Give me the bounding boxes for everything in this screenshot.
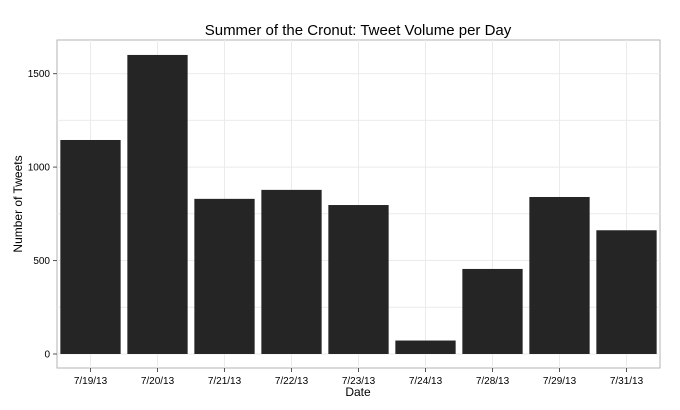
bar bbox=[60, 139, 121, 354]
x-axis-title: Date bbox=[345, 385, 371, 399]
x-tick-label: 7/23/13 bbox=[342, 376, 376, 387]
y-axis-title: Number of Tweets bbox=[11, 155, 25, 252]
bar bbox=[261, 189, 322, 354]
chart-title: Summer of the Cronut: Tweet Volume per D… bbox=[205, 22, 512, 39]
bar bbox=[127, 54, 188, 354]
x-tick-label: 7/29/13 bbox=[543, 376, 577, 387]
bar bbox=[194, 198, 255, 354]
x-tick-label: 7/28/13 bbox=[476, 376, 510, 387]
x-tick-label: 7/31/13 bbox=[610, 376, 644, 387]
x-tick-label: 7/22/13 bbox=[275, 376, 309, 387]
x-tick-label: 7/20/13 bbox=[141, 376, 175, 387]
bar bbox=[529, 196, 590, 354]
bar bbox=[395, 340, 456, 354]
y-tick-label: 1000 bbox=[28, 163, 51, 174]
y-tick-label: 0 bbox=[44, 349, 50, 360]
x-tick-label: 7/21/13 bbox=[208, 376, 242, 387]
bar bbox=[596, 230, 657, 354]
x-tick-label: 7/19/13 bbox=[74, 376, 108, 387]
x-tick-label: 7/24/13 bbox=[409, 376, 443, 387]
y-tick-label: 1500 bbox=[28, 69, 51, 80]
y-tick-label: 500 bbox=[33, 256, 50, 267]
bar bbox=[328, 205, 389, 354]
bar bbox=[462, 268, 523, 354]
y-axis: 0 500 1000 1500 bbox=[28, 69, 57, 360]
bars bbox=[60, 54, 657, 354]
x-axis: 7/19/13 7/20/13 7/21/13 7/22/13 7/23/13 7/24/… bbox=[74, 368, 644, 387]
